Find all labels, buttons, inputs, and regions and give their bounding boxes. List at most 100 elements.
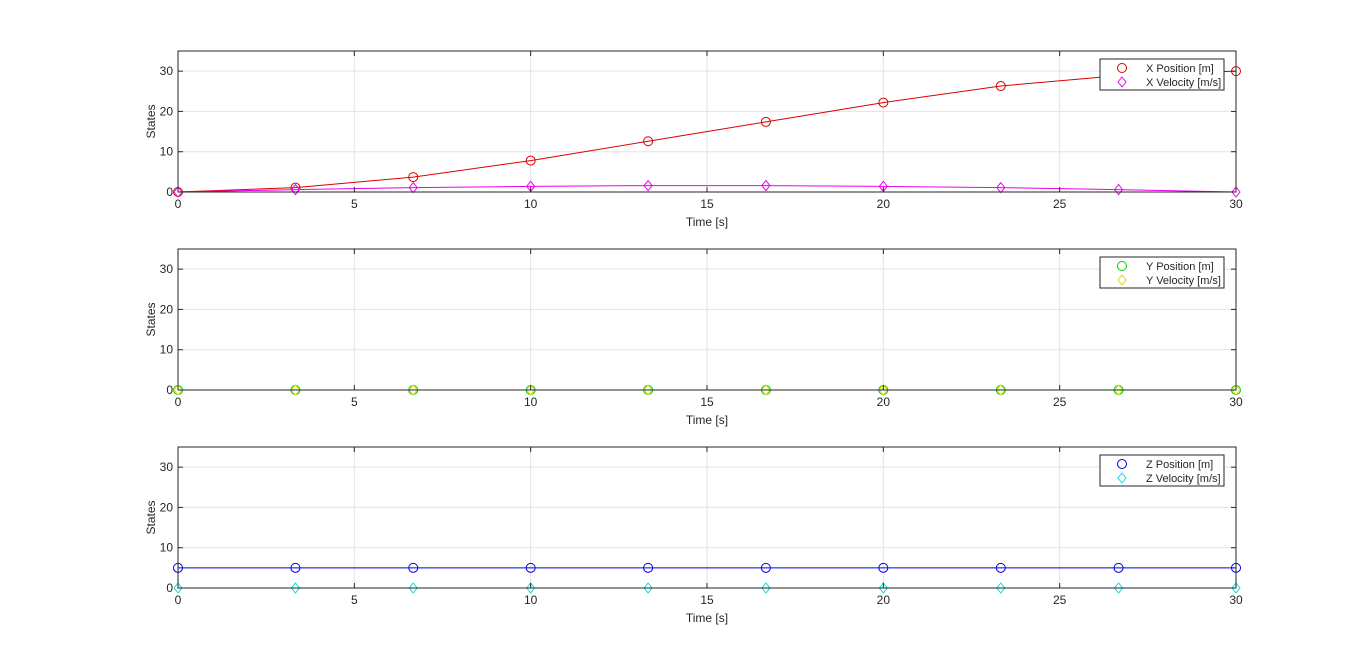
data-point-diamond — [761, 179, 771, 192]
data-point-diamond — [761, 582, 771, 594]
subplot-1: 0 5 10 15 20 25 30 0 10 20 30 Time [s] States X Posit… — [144, 50, 1243, 229]
data-point-diamond — [526, 582, 536, 594]
data-point-diamond — [408, 582, 418, 594]
x-tick-label: 25 — [1053, 197, 1067, 211]
data-point-diamond — [1231, 582, 1241, 594]
data-point-circle — [878, 97, 889, 108]
data-point-diamond — [1231, 186, 1241, 198]
legend-marker-circle — [1117, 63, 1127, 73]
data-point-diamond — [173, 186, 183, 198]
x-tick-label: 30 — [1229, 197, 1243, 211]
x-tick-label: 20 — [877, 395, 891, 409]
x-tick-label: 20 — [877, 593, 891, 607]
data-point-circle — [760, 562, 771, 573]
data-point-circle — [643, 136, 654, 147]
data-point-circle — [290, 562, 301, 573]
x-tick-label: 5 — [351, 395, 358, 409]
y-tick-label: 20 — [160, 104, 174, 118]
legend: Y Position [m] Y Velocity [m/s] — [1099, 256, 1225, 289]
data-point-circle — [995, 562, 1006, 573]
x-axis-label: Time [s] — [686, 413, 728, 427]
data-point-diamond — [290, 582, 301, 594]
y-tick-label: 0 — [166, 185, 173, 199]
x-tick-label: 10 — [524, 593, 538, 607]
data-point-circle — [408, 172, 419, 183]
x-tick-label: 10 — [524, 197, 538, 211]
data-point-diamond — [643, 179, 653, 192]
data-point-diamond — [1113, 384, 1124, 396]
x-tick-label: 10 — [524, 395, 538, 409]
x-tick-label: 25 — [1053, 395, 1067, 409]
data-point-diamond — [996, 582, 1006, 594]
data-point-diamond — [173, 582, 183, 594]
legend-entry-label: X Position [m] — [1146, 63, 1214, 75]
data-point-diamond — [526, 384, 536, 396]
legend-entry-label: Z Position [m] — [1146, 459, 1213, 471]
data-point-diamond — [408, 181, 418, 194]
y-axis-label: States — [144, 302, 158, 336]
y-tick-label: 20 — [160, 500, 174, 514]
data-point-circle — [878, 562, 889, 573]
legend-marker-circle — [1117, 261, 1127, 271]
legend-marker-diamond — [1117, 472, 1127, 484]
data-point-diamond — [1231, 384, 1241, 396]
y-tick-label: 0 — [166, 383, 173, 397]
y-tick-label: 20 — [160, 302, 174, 316]
legend-marker-diamond — [1117, 76, 1127, 88]
data-point-diamond — [408, 384, 418, 396]
data-point-diamond — [878, 582, 888, 594]
series-line — [177, 70, 1237, 193]
legend-marker-diamond — [1117, 274, 1127, 286]
data-point-circle — [760, 116, 771, 127]
legend-entry-label: Z Velocity [m/s] — [1146, 473, 1221, 485]
x-tick-label: 25 — [1053, 593, 1067, 607]
data-point-diamond — [996, 181, 1006, 194]
y-tick-label: 10 — [160, 145, 174, 159]
data-point-circle — [1113, 562, 1124, 573]
x-tick-label: 0 — [175, 197, 182, 211]
legend-marker-circle — [1117, 459, 1127, 469]
data-point-circle — [643, 562, 654, 573]
subplot-3: 0 5 10 15 20 25 30 0 10 20 30 Time [s] States Z Posit… — [144, 446, 1243, 625]
data-point-diamond — [643, 384, 653, 396]
legend: Z Position [m] Z Velocity [m/s] — [1099, 454, 1225, 487]
x-tick-label: 20 — [877, 197, 891, 211]
data-point-circle — [995, 81, 1006, 92]
y-axis-label: States — [144, 104, 158, 138]
x-tick-label: 30 — [1229, 395, 1243, 409]
data-point-diamond — [173, 384, 183, 396]
data-point-diamond — [761, 384, 771, 396]
legend-entry-label: X Velocity [m/s] — [1146, 77, 1221, 89]
y-tick-label: 0 — [166, 581, 173, 595]
data-point-circle — [525, 155, 536, 166]
y-tick-label: 30 — [160, 460, 174, 474]
x-tick-label: 0 — [175, 593, 182, 607]
data-point-diamond — [996, 384, 1006, 396]
legend-entry-label: Y Velocity [m/s] — [1146, 275, 1221, 287]
x-tick-label: 15 — [700, 395, 714, 409]
x-tick-label: 15 — [700, 197, 714, 211]
data-point-diamond — [290, 384, 301, 396]
data-point-diamond — [290, 183, 301, 196]
data-point-circle — [408, 562, 419, 573]
legend: X Position [m] X Velocity [m/s] — [1099, 58, 1225, 91]
data-point-circle — [525, 562, 536, 573]
x-tick-label: 30 — [1229, 593, 1243, 607]
data-point-diamond — [878, 384, 888, 396]
x-tick-label: 5 — [351, 593, 358, 607]
y-tick-label: 10 — [160, 541, 174, 555]
x-tick-label: 5 — [351, 197, 358, 211]
data-point-diamond — [1113, 582, 1124, 594]
data-point-diamond — [643, 582, 653, 594]
x-tick-label: 0 — [175, 395, 182, 409]
legend-entry-label: Y Position [m] — [1146, 261, 1214, 273]
x-axis-label: Time [s] — [686, 215, 728, 229]
y-axis-label: States — [144, 500, 158, 534]
x-axis-label: Time [s] — [686, 611, 728, 625]
y-tick-label: 30 — [160, 262, 174, 276]
y-tick-label: 10 — [160, 343, 174, 357]
data-point-diamond — [1113, 183, 1124, 196]
y-tick-label: 30 — [160, 64, 174, 78]
subplot-2: 0 5 10 15 20 25 30 0 10 20 30 Time [s] States Y Posit… — [144, 248, 1243, 427]
